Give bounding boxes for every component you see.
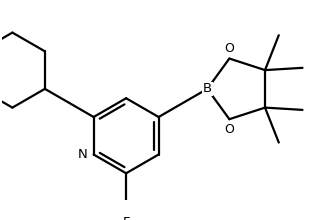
Text: N: N <box>78 148 88 161</box>
Text: F: F <box>122 216 130 220</box>
Text: O: O <box>224 123 234 136</box>
Text: O: O <box>224 42 234 55</box>
Text: B: B <box>203 82 212 95</box>
